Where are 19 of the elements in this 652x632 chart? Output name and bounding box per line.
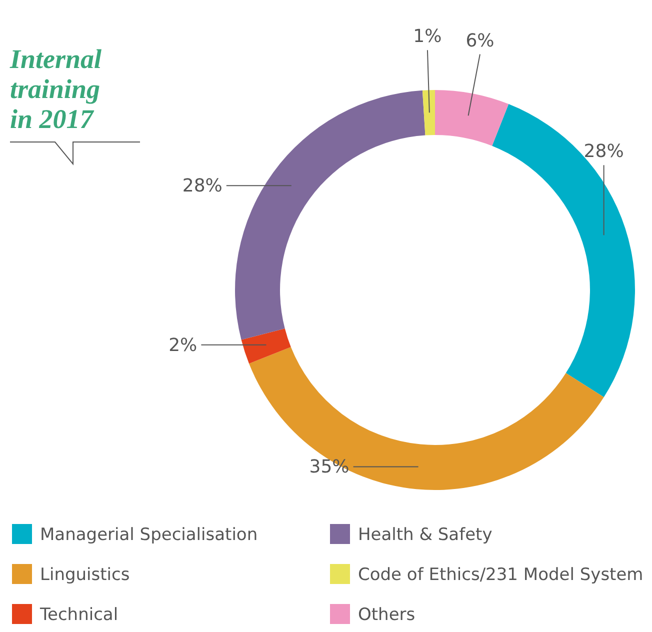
legend-label: Health & Safety xyxy=(358,525,492,545)
donut-slice xyxy=(435,90,509,146)
data-label: 28% xyxy=(584,141,624,162)
donut-slice xyxy=(241,328,291,364)
data-label: 28% xyxy=(182,176,222,197)
legend-label: Technical xyxy=(39,605,118,625)
legend-label: Others xyxy=(358,605,416,625)
legend-label: Code of Ethics/231 Model System xyxy=(358,565,644,585)
donut-slice xyxy=(492,104,635,398)
legend-label: Linguistics xyxy=(40,565,130,585)
text: Internal training in 2017 xyxy=(9,44,102,134)
data-label: 2% xyxy=(168,334,198,356)
donut-slice xyxy=(235,90,426,340)
donut-slice xyxy=(249,347,604,490)
legend-label: Managerial Specialisation xyxy=(40,525,258,545)
data-label: 35% xyxy=(309,456,350,478)
donut-slice xyxy=(422,90,435,136)
data-label: 1% xyxy=(413,26,442,48)
data-label: 6% xyxy=(466,30,494,52)
